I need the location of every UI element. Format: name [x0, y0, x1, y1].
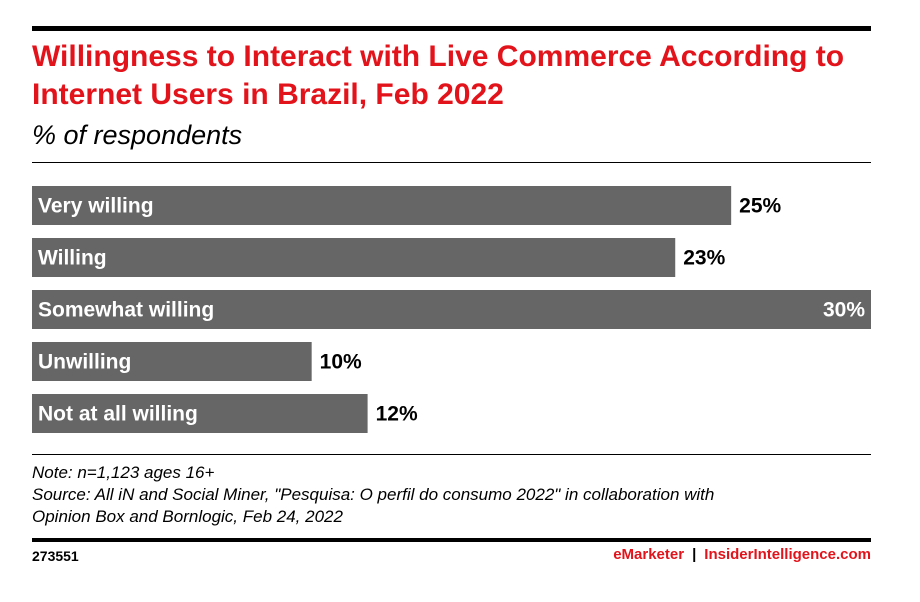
value-label: 23%: [683, 247, 725, 270]
brand-separator: |: [692, 546, 697, 563]
bottom-rule: [32, 538, 871, 542]
header-divider: [32, 162, 871, 163]
bar-very-willing: [32, 186, 732, 225]
value-label: 10%: [320, 351, 362, 374]
chart-title: Willingness to Interact with Live Commer…: [32, 40, 845, 111]
source-text-line2: Opinion Box and Bornlogic, Feb 24, 2022: [32, 507, 343, 526]
top-rule: [32, 26, 871, 31]
note-text: Note: n=1,123 ages 16+: [32, 463, 215, 482]
value-label: 30%: [823, 299, 865, 322]
category-label: Willing: [38, 247, 107, 270]
brand-insider-intelligence: InsiderIntelligence.com: [704, 546, 871, 563]
category-label: Very willing: [38, 195, 154, 218]
value-label: 12%: [376, 403, 418, 426]
value-label: 25%: [739, 195, 781, 218]
bar-unwilling: [32, 342, 312, 381]
chart-id: 273551: [32, 548, 79, 564]
bar-chart: Very willing 25% Willing 23% Somewhat willin…: [32, 186, 871, 433]
chart-subtitle: % of respondents: [32, 120, 243, 150]
category-label: Somewhat willing: [38, 299, 214, 322]
bar-willing: [32, 238, 676, 277]
bar-somewhat-willing: [32, 290, 871, 329]
category-label: Not at all willing: [38, 403, 198, 426]
category-label: Unwilling: [38, 351, 131, 374]
bar-not-at-all-willing: [32, 394, 368, 433]
brand-emarketer: eMarketer: [613, 546, 685, 563]
footer-brand: eMarketer | InsiderIntelligence.com: [613, 546, 871, 563]
notes-divider: [32, 454, 871, 455]
notes-block: Note: n=1,123 ages 16+ Source: All iN an…: [32, 462, 882, 528]
source-text-line1: Source: All iN and Social Miner, "Pesqui…: [32, 485, 715, 504]
